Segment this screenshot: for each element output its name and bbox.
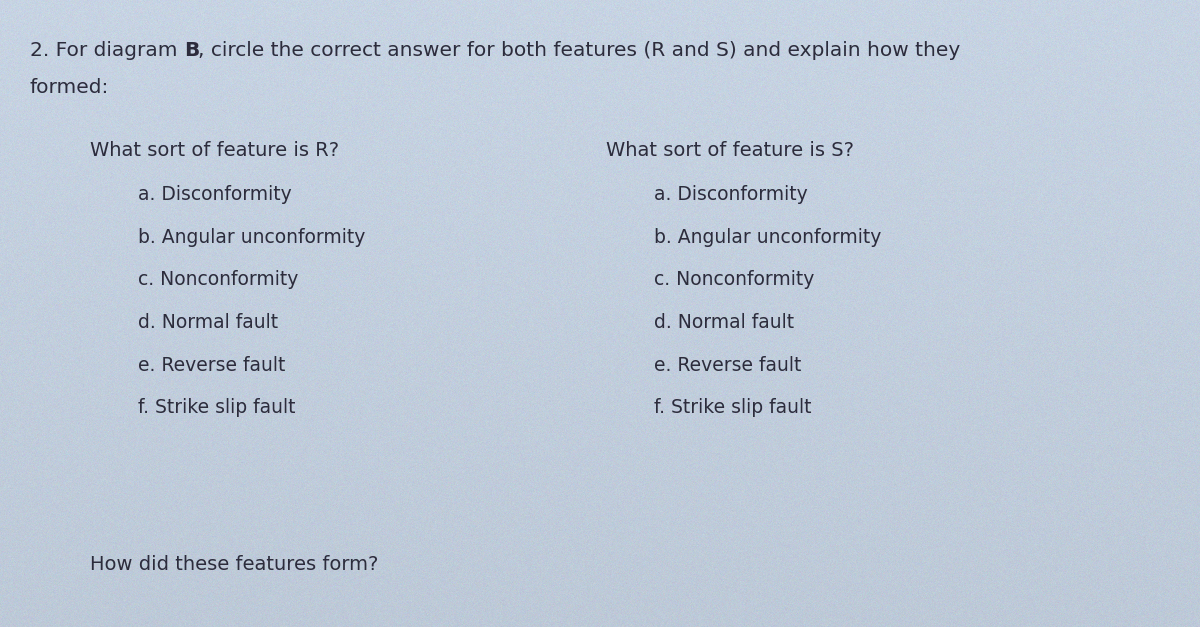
Text: B: B (185, 41, 199, 60)
Text: a. Disconformity: a. Disconformity (654, 185, 808, 204)
Text: d. Normal fault: d. Normal fault (138, 313, 278, 332)
Text: formed:: formed: (30, 78, 109, 97)
Text: What sort of feature is R?: What sort of feature is R? (90, 141, 340, 160)
Text: 2. For diagram: 2. For diagram (30, 41, 184, 60)
Text: b. Angular unconformity: b. Angular unconformity (654, 228, 881, 246)
Text: f. Strike slip fault: f. Strike slip fault (138, 398, 295, 417)
Text: f. Strike slip fault: f. Strike slip fault (654, 398, 811, 417)
Text: e. Reverse fault: e. Reverse fault (654, 356, 802, 374)
Text: b. Angular unconformity: b. Angular unconformity (138, 228, 365, 246)
Text: a. Disconformity: a. Disconformity (138, 185, 292, 204)
Text: e. Reverse fault: e. Reverse fault (138, 356, 286, 374)
Text: , circle the correct answer for both features (R and S) and explain how they: , circle the correct answer for both fea… (198, 41, 960, 60)
Text: What sort of feature is S?: What sort of feature is S? (606, 141, 854, 160)
Text: How did these features form?: How did these features form? (90, 555, 378, 574)
Text: c. Nonconformity: c. Nonconformity (138, 270, 299, 289)
Text: d. Normal fault: d. Normal fault (654, 313, 794, 332)
Text: c. Nonconformity: c. Nonconformity (654, 270, 815, 289)
